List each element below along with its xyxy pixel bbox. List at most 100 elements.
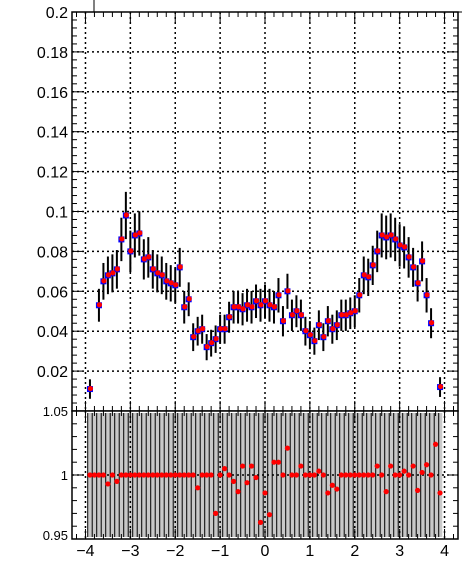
y-tick-label: 0.06 (37, 284, 68, 301)
data-point-red (330, 326, 336, 332)
data-point-red (119, 236, 125, 242)
ratio-point (235, 489, 241, 495)
data-point-red (303, 328, 309, 334)
data-point-red (101, 278, 107, 284)
ratio-point (204, 472, 210, 478)
data-point-red (397, 242, 403, 248)
data-point-red (87, 385, 94, 392)
ratio-point (136, 472, 142, 478)
x-tick-label: −1 (211, 543, 229, 560)
ratio-point (383, 489, 389, 495)
ratio-y-tick-label: 1 (61, 468, 68, 483)
x-tick-label: −4 (76, 543, 94, 560)
y-tick-label: 0.12 (37, 165, 68, 182)
y-tick-label: 0.1 (46, 205, 68, 222)
data-point-red (312, 338, 318, 344)
data-point-red (123, 212, 129, 218)
y-tick-label: 0.2 (46, 5, 68, 22)
data-point-red (146, 254, 152, 260)
y-tick-label: 0.14 (37, 125, 68, 142)
ratio-point (293, 472, 300, 478)
data-point-red (321, 334, 327, 340)
ratio-point (96, 472, 102, 478)
data-point-red (155, 270, 161, 276)
data-point-red (204, 344, 210, 350)
data-point-red (253, 298, 260, 304)
ratio-plot-panel: 0.95 1 1.05 −4 −3 −2 −1 0 1 2 3 4 (43, 404, 459, 560)
data-point-red (406, 254, 412, 260)
data-point-red (96, 302, 103, 308)
ratio-point (356, 472, 362, 478)
data-point-red (384, 234, 390, 240)
data-point-red (271, 304, 278, 310)
data-point-red (379, 232, 385, 238)
data-point-red (244, 302, 251, 308)
data-point-red (132, 232, 138, 238)
ratio-point (329, 482, 335, 488)
data-point-red (249, 304, 255, 310)
ratio-plot-y-tick-labels: 0.95 1 1.05 (43, 404, 68, 543)
ratio-point (334, 486, 340, 492)
main-plot-background (72, 12, 458, 411)
data-point-red (375, 248, 381, 254)
ratio-point (289, 472, 295, 478)
ratio-point (100, 472, 107, 478)
ratio-point (127, 472, 133, 478)
ratio-point (325, 490, 331, 496)
ratio-point (123, 472, 129, 478)
data-point-red (361, 272, 367, 278)
ratio-point (374, 463, 380, 469)
ratio-point (415, 487, 421, 493)
ratio-point (181, 472, 187, 478)
ratio-point (262, 490, 268, 496)
y-tick-label: 0.16 (37, 85, 68, 102)
ratio-point (307, 472, 313, 478)
data-point-red (262, 298, 269, 304)
data-point-red (307, 332, 313, 338)
ratio-point (91, 472, 98, 478)
data-point-red (159, 272, 165, 278)
data-point-red (393, 236, 399, 242)
data-point-red (267, 302, 273, 308)
ratio-point (388, 463, 394, 469)
ratio-point (195, 485, 201, 491)
ratio-point (177, 472, 183, 478)
data-point-red (114, 266, 120, 272)
data-point-red (182, 304, 188, 310)
ratio-point (244, 480, 250, 486)
ratio-point (347, 472, 353, 478)
ratio-point (271, 459, 277, 465)
data-point-red (289, 312, 296, 318)
data-point-red (258, 302, 264, 308)
ratio-point (316, 468, 322, 474)
data-point-red (424, 292, 430, 298)
ratio-point (401, 468, 407, 474)
ratio-point (172, 472, 178, 478)
data-point-red (334, 322, 340, 328)
y-tick-label: 0.04 (37, 324, 68, 341)
ratio-point (410, 463, 416, 469)
top-frame-edge (93, 0, 462, 13)
ratio-point (406, 472, 412, 478)
ratio-point (150, 472, 156, 478)
data-point-red (240, 306, 246, 312)
ratio-point (213, 510, 219, 516)
ratio-point (199, 472, 205, 478)
ratio-point (145, 472, 151, 478)
data-point-red (150, 266, 156, 272)
data-point-red (325, 318, 331, 324)
data-point-red (402, 244, 408, 250)
ratio-point (230, 478, 237, 484)
data-point-red (195, 328, 201, 334)
ratio-point (343, 472, 349, 478)
data-point-red (177, 264, 183, 270)
data-point-red (366, 274, 372, 280)
ratio-point (248, 463, 255, 469)
ratio-point (226, 472, 232, 478)
ratio-y-tick-label: 1.05 (43, 404, 68, 419)
data-point-red (280, 318, 287, 324)
ratio-point (428, 472, 434, 478)
data-point-red (128, 248, 134, 254)
data-point-red (141, 256, 147, 262)
